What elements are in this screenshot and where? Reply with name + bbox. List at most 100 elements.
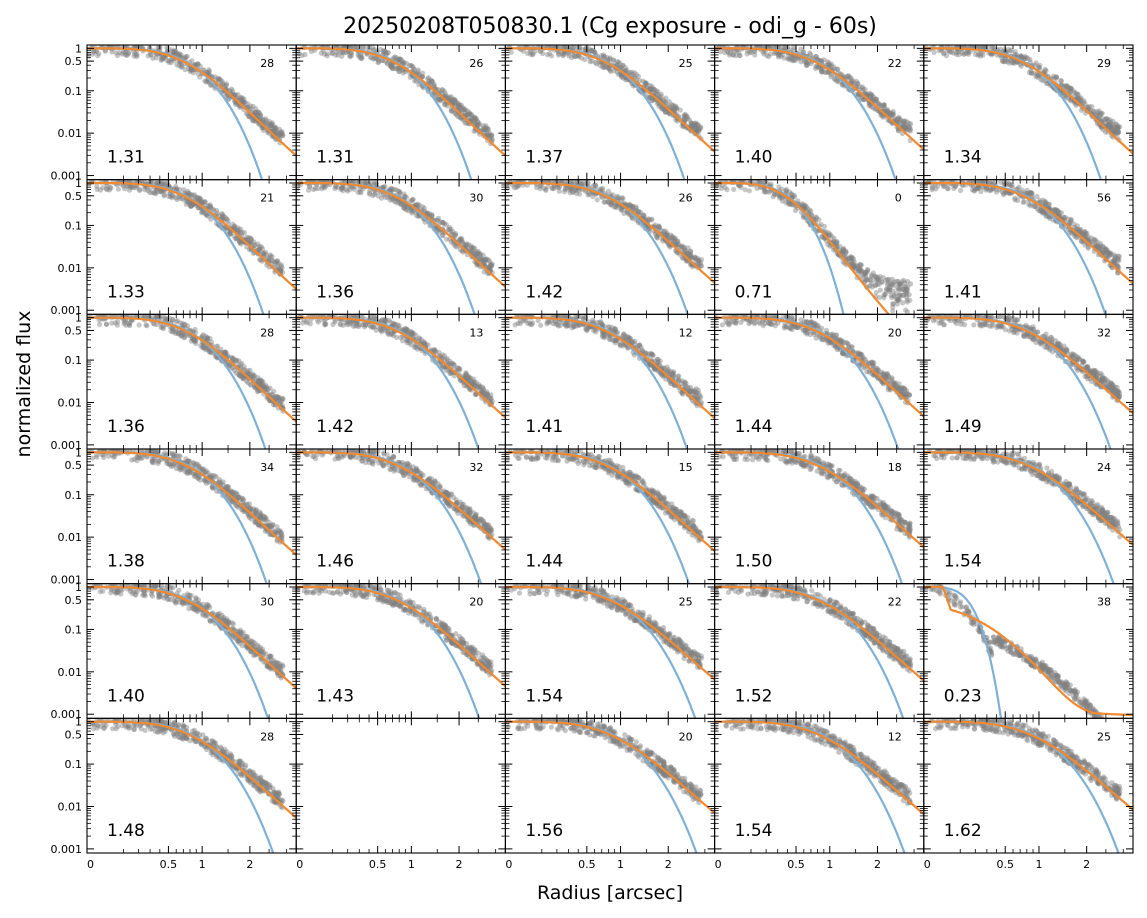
data-point	[1078, 97, 1084, 103]
data-point	[202, 199, 208, 205]
data-point	[161, 193, 167, 199]
data-point	[1099, 110, 1105, 116]
data-point	[781, 45, 787, 51]
data-point	[397, 200, 403, 206]
data-point	[752, 48, 758, 54]
data-point	[260, 117, 266, 123]
data-point	[602, 64, 609, 70]
data-point	[953, 49, 960, 56]
data-point	[235, 92, 241, 98]
data-point	[90, 51, 96, 57]
data-point	[733, 53, 739, 59]
data-point	[359, 55, 365, 61]
data-point	[255, 241, 261, 247]
data-point	[195, 195, 201, 201]
data-point	[415, 69, 421, 75]
data-point	[276, 266, 282, 272]
data-point	[660, 106, 666, 112]
data-point	[1082, 101, 1088, 107]
data-point	[136, 187, 143, 194]
data-point	[265, 120, 271, 126]
data-point	[157, 189, 163, 195]
data-point	[188, 203, 194, 209]
data-point	[622, 65, 628, 71]
data-point	[611, 68, 617, 74]
data-point	[803, 62, 809, 68]
data-point	[828, 74, 834, 80]
data-point	[874, 98, 880, 104]
data-point	[235, 225, 241, 231]
data-point	[158, 188, 165, 194]
data-point	[682, 113, 688, 119]
data-point	[902, 122, 908, 128]
star-count-label: 21	[260, 192, 274, 205]
data-point	[451, 98, 457, 104]
data-point	[127, 184, 133, 190]
data-point	[150, 55, 156, 61]
data-point	[654, 233, 660, 239]
data-point	[95, 53, 101, 59]
data-point	[593, 184, 599, 190]
data-point	[1099, 115, 1105, 121]
data-point	[268, 125, 274, 131]
data-point	[202, 210, 208, 216]
data-point	[270, 258, 276, 264]
data-point	[109, 49, 115, 55]
data-point	[388, 196, 395, 202]
data-point	[1112, 126, 1118, 132]
data-point	[107, 184, 113, 190]
data-point	[907, 128, 914, 134]
data-point	[571, 53, 577, 59]
data-point	[444, 103, 450, 109]
data-point	[589, 58, 595, 64]
data-point	[1058, 78, 1064, 84]
data-point	[172, 48, 178, 54]
data-point	[204, 69, 210, 75]
data-point	[390, 196, 396, 202]
data-point	[370, 56, 376, 62]
data-point	[131, 53, 137, 59]
data-point	[256, 110, 262, 116]
data-point	[206, 67, 212, 73]
data-point	[681, 116, 688, 122]
data-point	[637, 78, 643, 84]
data-point	[192, 194, 198, 200]
data-point	[220, 80, 226, 86]
data-point	[1006, 60, 1012, 66]
data-point	[226, 96, 232, 102]
data-point	[694, 126, 700, 132]
data-point	[156, 45, 162, 51]
data-point	[239, 229, 245, 236]
data-point	[875, 100, 882, 107]
data-point	[906, 120, 912, 126]
data-point	[273, 260, 279, 266]
data-point	[1028, 67, 1034, 74]
data-point	[374, 56, 380, 62]
data-point	[268, 122, 274, 128]
data-point	[556, 50, 562, 57]
data-point	[688, 120, 695, 127]
data-point	[158, 55, 165, 62]
data-point	[166, 58, 172, 64]
data-point	[901, 120, 907, 126]
data-point	[1019, 54, 1025, 61]
data-point	[577, 191, 583, 197]
data-point	[931, 49, 937, 56]
data-point	[241, 100, 247, 106]
data-point	[403, 194, 410, 200]
data-point	[385, 50, 391, 56]
data-point	[167, 193, 173, 200]
data-point	[722, 184, 728, 190]
data-point	[272, 125, 278, 131]
data-point	[383, 194, 389, 200]
data-point	[674, 105, 680, 111]
data-point	[698, 263, 705, 269]
data-point	[894, 116, 901, 122]
data-point	[396, 68, 402, 74]
fwhm-label: 1.31	[316, 148, 354, 168]
data-point	[572, 53, 578, 60]
data-point	[574, 45, 580, 51]
data-point	[475, 119, 481, 125]
data-point	[620, 75, 627, 81]
data-point	[440, 87, 446, 93]
